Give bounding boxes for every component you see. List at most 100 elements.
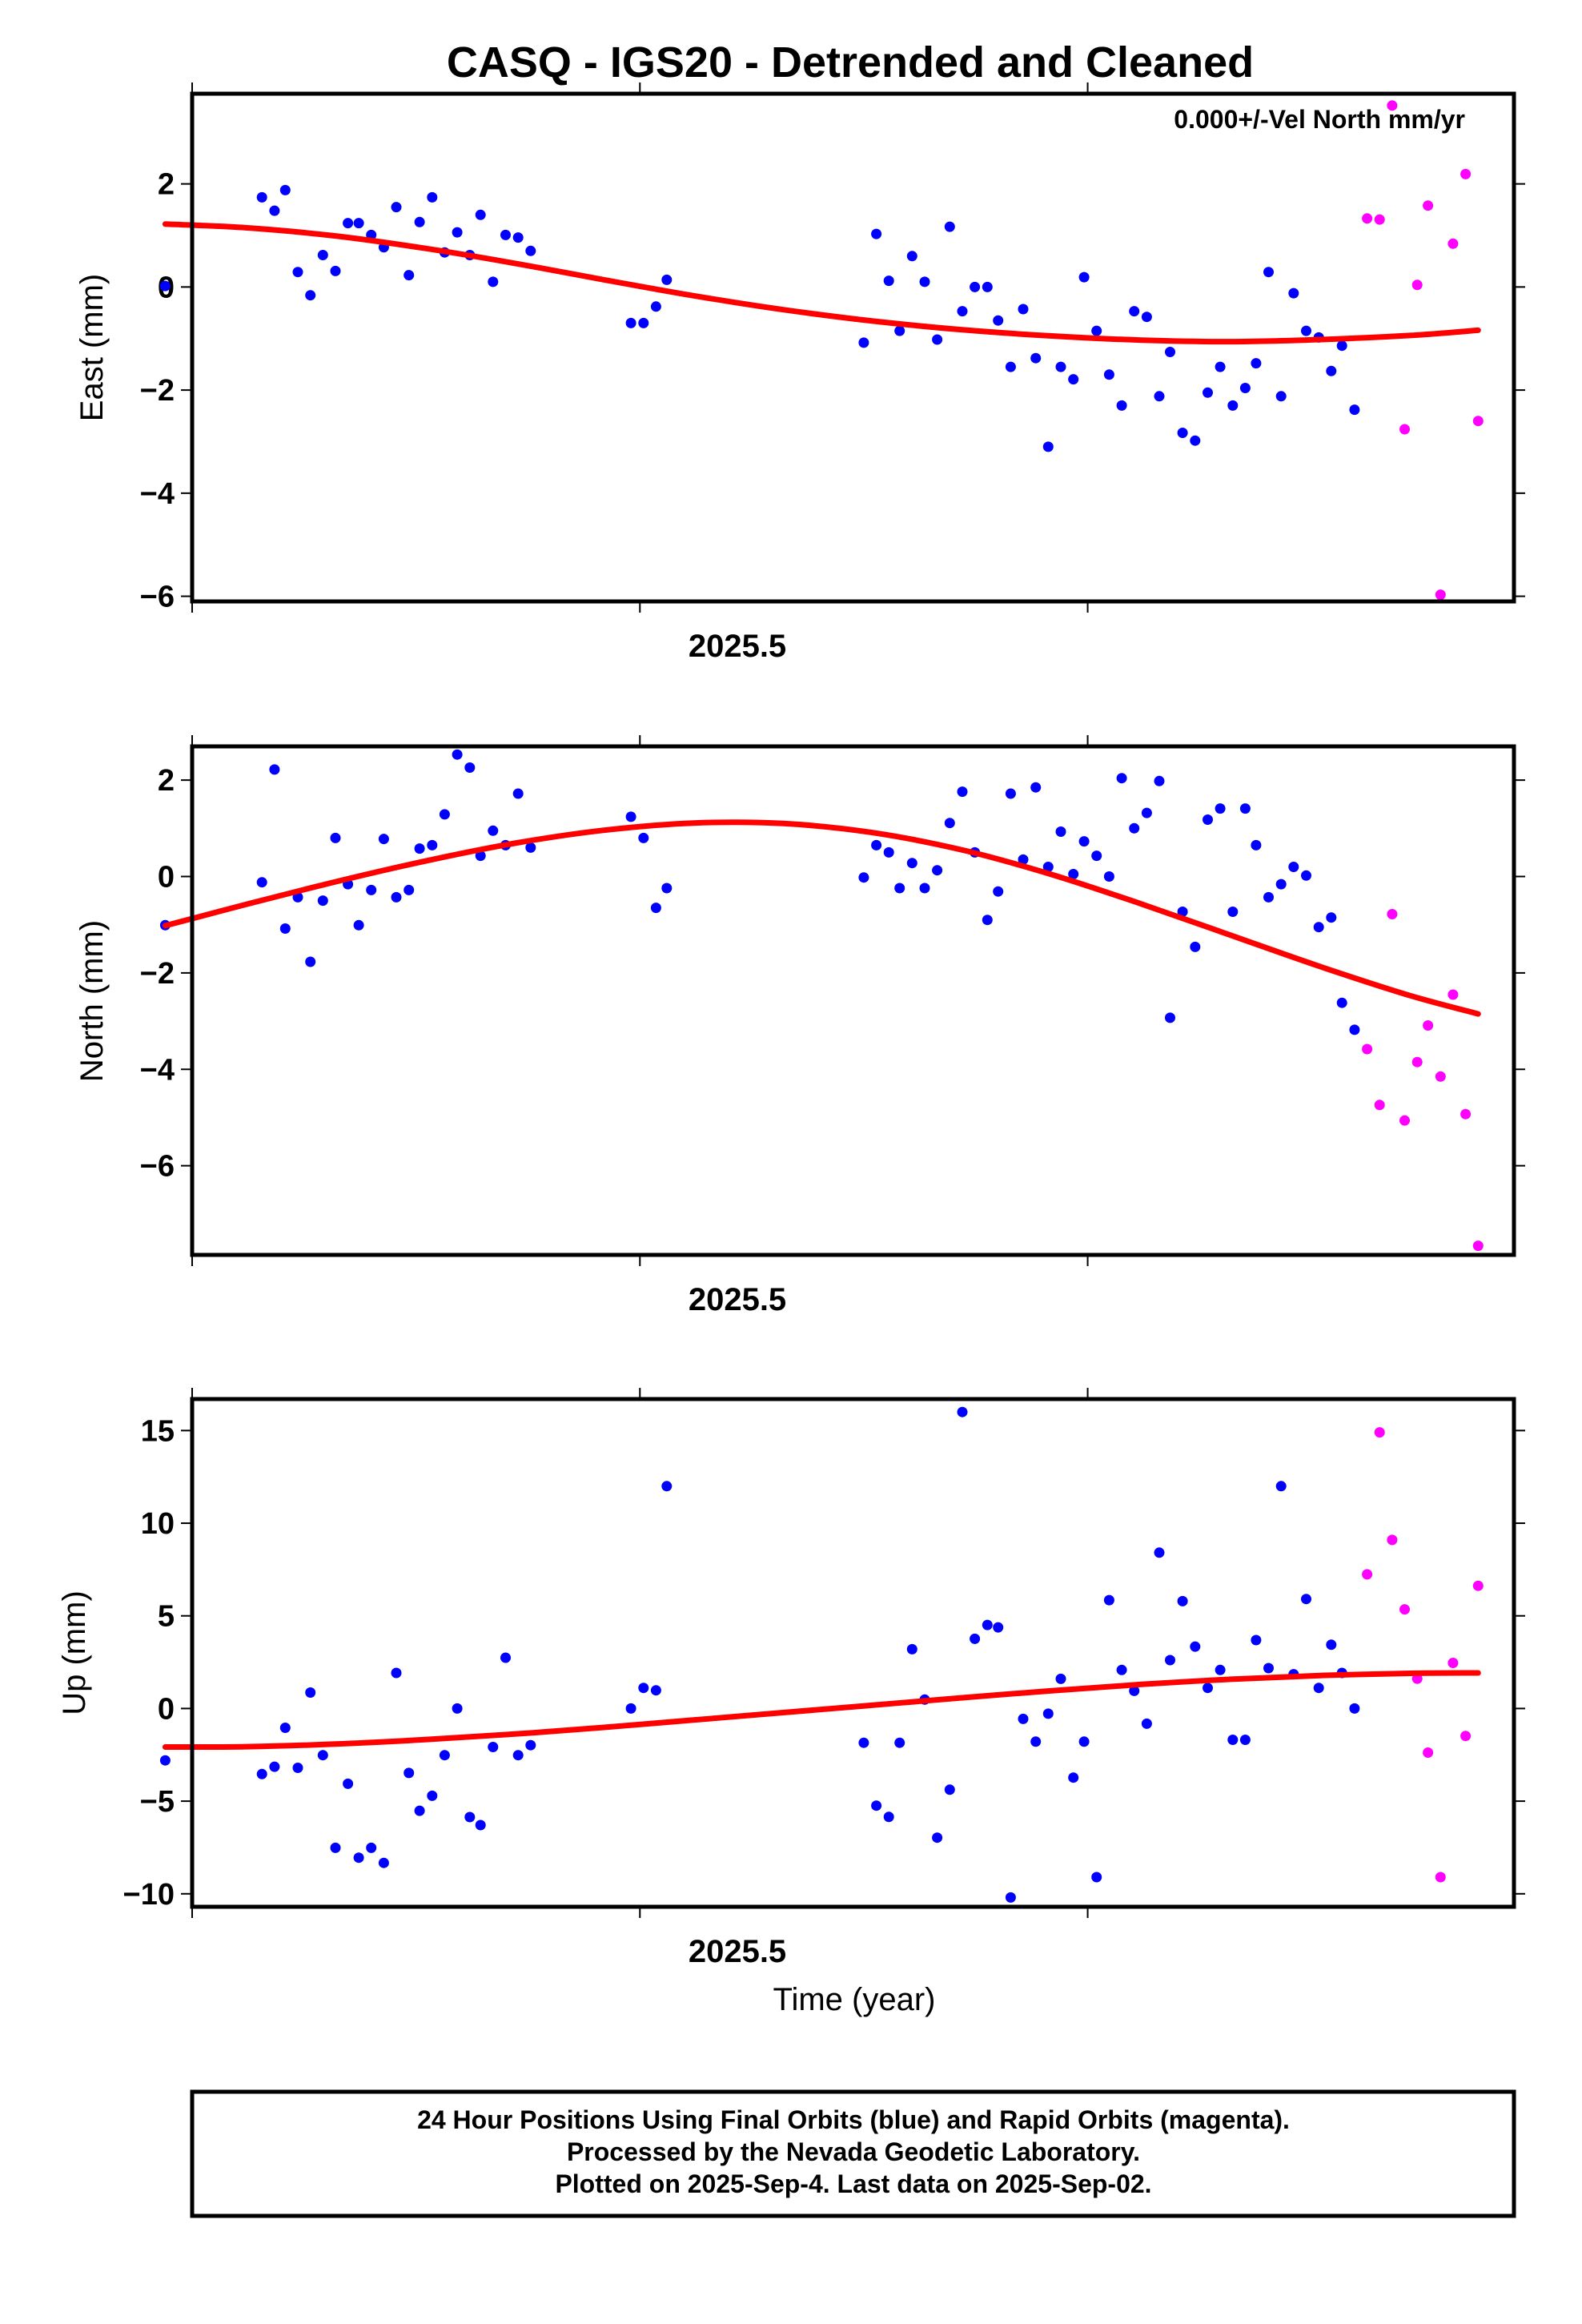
- east-final-point: [500, 229, 511, 240]
- east-final-point: [894, 325, 905, 336]
- north-final-point: [1129, 822, 1140, 834]
- east-panel: 20−2−4−6 East (mm) 0.000+/-Vel North mm/…: [74, 82, 1525, 664]
- north-final-point: [391, 891, 402, 903]
- up-final-point: [1116, 1664, 1127, 1675]
- north-final-point: [1091, 850, 1102, 862]
- up-final-point: [993, 1622, 1004, 1633]
- up-final-point: [661, 1481, 673, 1492]
- east-frame: [190, 91, 1516, 604]
- east-final-point: [970, 281, 981, 292]
- north-rapid-point: [1411, 1056, 1423, 1068]
- up-final-point: [269, 1761, 280, 1772]
- north-final-point: [1326, 912, 1337, 923]
- up-final-point: [970, 1633, 981, 1644]
- east-xtick-label: 2025.5: [689, 629, 786, 664]
- east-final-point: [1129, 306, 1140, 317]
- north-final-point: [305, 956, 316, 967]
- chart-title: CASQ - IGS20 - Detrended and Cleaned: [447, 38, 1254, 86]
- east-final-point: [1154, 391, 1165, 402]
- up-final-point: [1326, 1639, 1337, 1651]
- north-final-point: [378, 834, 389, 845]
- north-final-point: [414, 843, 425, 854]
- up-final-point: [944, 1784, 955, 1795]
- east-final-point: [159, 280, 171, 292]
- up-final-point: [1154, 1547, 1165, 1558]
- east-final-point: [1288, 287, 1299, 299]
- up-final-point: [391, 1667, 402, 1679]
- north-rapid-point: [1374, 1100, 1385, 1111]
- up-final-point: [488, 1742, 499, 1752]
- north-final-point: [650, 903, 661, 914]
- east-final-point: [269, 205, 280, 216]
- up-ytick-label: 5: [158, 1600, 175, 1634]
- north-final-point: [1275, 879, 1287, 890]
- north-final-point: [661, 883, 673, 894]
- up-final-point: [292, 1763, 303, 1773]
- north-rapid-point: [1362, 1043, 1373, 1055]
- up-final-point: [404, 1767, 415, 1779]
- east-final-point: [1103, 369, 1114, 380]
- east-fit-curve: [162, 221, 1481, 345]
- north-final-point: [427, 839, 438, 850]
- up-final-point: [464, 1811, 476, 1823]
- up-rapid-point: [1472, 1580, 1484, 1591]
- east-final-point: [871, 228, 882, 239]
- up-rapid-point: [1399, 1604, 1410, 1615]
- north-final-point: [1313, 922, 1324, 933]
- east-final-point: [661, 274, 673, 285]
- east-final-point: [1116, 400, 1127, 411]
- up-rapid-point: [1460, 1731, 1472, 1742]
- north-xtick-label: 2025.5: [689, 1282, 786, 1317]
- east-final-point: [525, 245, 536, 256]
- north-final-point: [1078, 836, 1090, 847]
- up-rapid-point: [1435, 1872, 1446, 1883]
- up-final-point: [982, 1619, 993, 1630]
- east-final-point: [391, 202, 402, 213]
- north-rapid-point: [1387, 909, 1398, 919]
- up-ytick-label: −5: [140, 1785, 175, 1819]
- up-frame: [190, 1397, 1516, 1909]
- up-final-point: [279, 1723, 291, 1733]
- east-rapid-point: [1362, 213, 1373, 224]
- up-final-point: [256, 1768, 267, 1779]
- north-ylabel: North (mm): [74, 920, 110, 1082]
- east-final-point: [1336, 340, 1347, 352]
- east-rapid-point: [1447, 238, 1459, 249]
- up-rapid-point: [1447, 1658, 1459, 1668]
- up-final-point: [1078, 1736, 1090, 1747]
- north-panel: 2 0 −2 −4 −6 North (mm) 2025.5: [74, 735, 1525, 1317]
- east-rapid-point: [1423, 200, 1434, 211]
- up-ytick-label: 0: [158, 1692, 175, 1726]
- north-final-point: [906, 858, 917, 869]
- north-final-point: [638, 832, 649, 843]
- up-final-point: [1203, 1683, 1213, 1694]
- north-final-point: [957, 786, 968, 798]
- up-final-point: [1263, 1663, 1274, 1674]
- east-final-point: [1091, 325, 1102, 336]
- north-final-point: [452, 749, 463, 760]
- north-final-point: [1154, 775, 1165, 786]
- east-ytick-label: −2: [140, 374, 175, 408]
- north-final-point: [883, 846, 894, 858]
- north-final-point: [464, 762, 476, 773]
- north-final-point: [1288, 862, 1299, 872]
- up-rapid-point: [1374, 1427, 1385, 1438]
- east-final-point: [343, 218, 354, 229]
- north-final-point: [1030, 782, 1042, 793]
- x-axis-label: Time (year): [773, 1982, 936, 2017]
- east-final-point: [1141, 312, 1152, 323]
- north-final-point: [256, 877, 267, 888]
- up-final-point: [932, 1832, 943, 1844]
- up-plot-area: 15 10 5 0 −5 −10: [123, 1388, 1525, 1918]
- east-final-point: [1349, 404, 1360, 416]
- north-final-point: [871, 839, 882, 850]
- up-final-point: [343, 1778, 354, 1789]
- east-ytick-label: 2: [158, 168, 175, 202]
- north-final-point: [1103, 871, 1114, 882]
- north-final-point: [1263, 891, 1274, 903]
- east-rapid-point: [1435, 589, 1446, 601]
- up-rapid-point: [1362, 1569, 1373, 1580]
- east-final-point: [1190, 435, 1201, 446]
- up-final-point: [427, 1790, 438, 1801]
